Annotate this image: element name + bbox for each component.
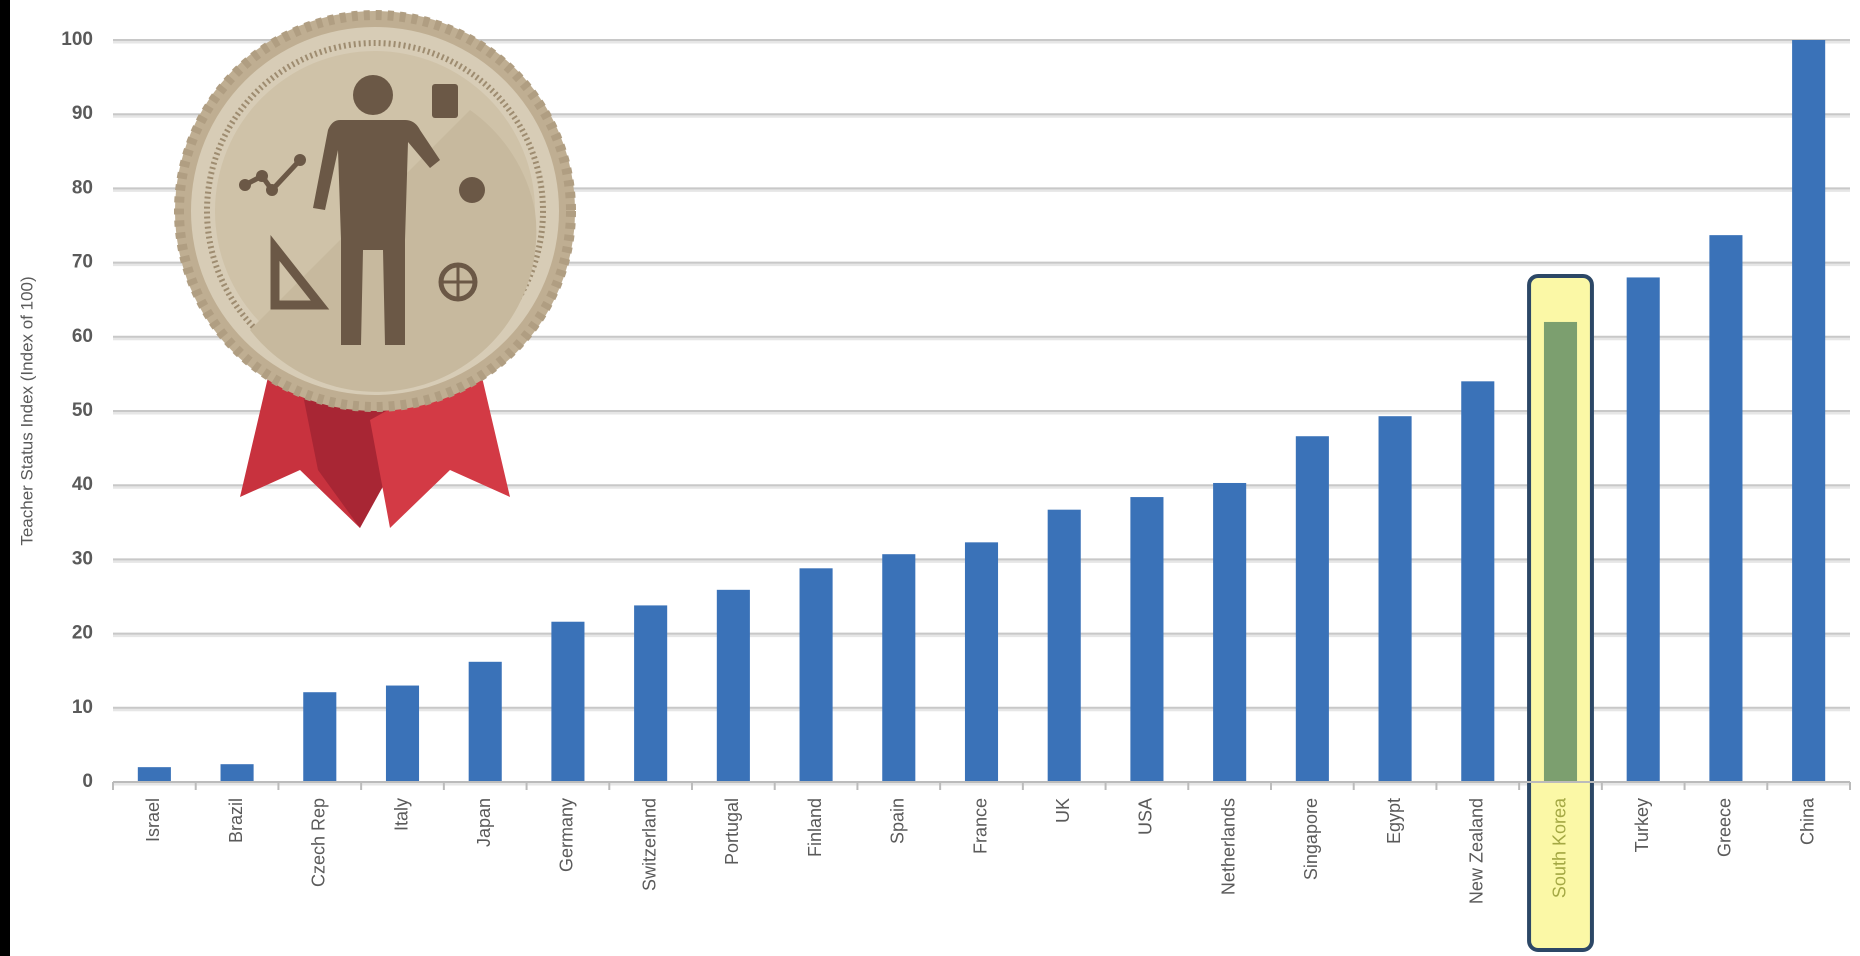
bar bbox=[799, 568, 833, 782]
x-tick-label: New Zealand bbox=[1467, 798, 1487, 904]
bar bbox=[1047, 509, 1081, 782]
y-tick-label: 30 bbox=[72, 548, 93, 569]
bar bbox=[385, 685, 420, 782]
x-tick-label: UK bbox=[1053, 798, 1073, 823]
y-tick-label: 70 bbox=[72, 252, 93, 273]
bar bbox=[1792, 40, 1826, 782]
y-axis-label: Teacher Status Index (Index of 100) bbox=[17, 276, 36, 545]
x-tick-label: Egypt bbox=[1384, 798, 1404, 844]
x-tick-label: Singapore bbox=[1301, 798, 1321, 880]
y-tick-label: 10 bbox=[72, 697, 93, 718]
bar bbox=[634, 605, 668, 782]
y-tick-label: 100 bbox=[61, 29, 93, 50]
x-tick-label: Portugal bbox=[722, 798, 742, 865]
bar bbox=[716, 589, 750, 782]
bar bbox=[137, 767, 171, 782]
bar bbox=[1709, 235, 1743, 782]
x-tick-label: South Korea bbox=[1549, 797, 1569, 898]
x-tick-label: Japan bbox=[474, 798, 494, 847]
x-tick-label: France bbox=[970, 798, 990, 854]
bar bbox=[551, 621, 585, 782]
bar bbox=[1213, 482, 1247, 782]
y-tick-label: 50 bbox=[72, 400, 93, 421]
x-tick-label: Brazil bbox=[226, 798, 246, 843]
y-tick-label: 20 bbox=[72, 623, 93, 644]
y-tick-label: 40 bbox=[72, 474, 93, 495]
x-tick-label: Czech Rep bbox=[309, 798, 329, 887]
bar bbox=[1626, 277, 1660, 782]
bar bbox=[1130, 497, 1164, 782]
x-tick-label: Germany bbox=[557, 798, 577, 872]
bar bbox=[303, 692, 337, 782]
x-tick-label: Greece bbox=[1715, 798, 1735, 857]
bar bbox=[1295, 436, 1329, 782]
badge-illustration bbox=[174, 10, 576, 528]
y-tick-label: 0 bbox=[82, 771, 93, 792]
bar bbox=[468, 661, 502, 782]
bar bbox=[1378, 416, 1412, 782]
bar bbox=[964, 542, 999, 782]
x-tick-label: Italy bbox=[391, 798, 411, 831]
x-tick-label: Finland bbox=[805, 798, 825, 857]
bar bbox=[882, 554, 916, 782]
x-tick-label: Netherlands bbox=[1218, 798, 1238, 895]
bar bbox=[1461, 381, 1495, 782]
x-tick-label: China bbox=[1797, 797, 1817, 845]
y-tick-label: 90 bbox=[72, 103, 93, 124]
y-tick-label: 60 bbox=[72, 326, 93, 347]
edge-strip bbox=[0, 0, 10, 956]
y-tick-label: 80 bbox=[72, 177, 93, 198]
x-tick-label: Turkey bbox=[1632, 798, 1652, 852]
x-tick-label: Spain bbox=[888, 798, 908, 844]
x-tick-label: Israel bbox=[143, 798, 163, 842]
bar bbox=[1543, 321, 1578, 782]
x-tick-label: Switzerland bbox=[639, 798, 659, 891]
x-tick-label: USA bbox=[1136, 798, 1156, 835]
bar bbox=[220, 764, 254, 782]
plot-area: 0 10 20 30 40 50 60 70 80 90 100 Israel Brazil Czech … bbox=[61, 29, 1851, 952]
